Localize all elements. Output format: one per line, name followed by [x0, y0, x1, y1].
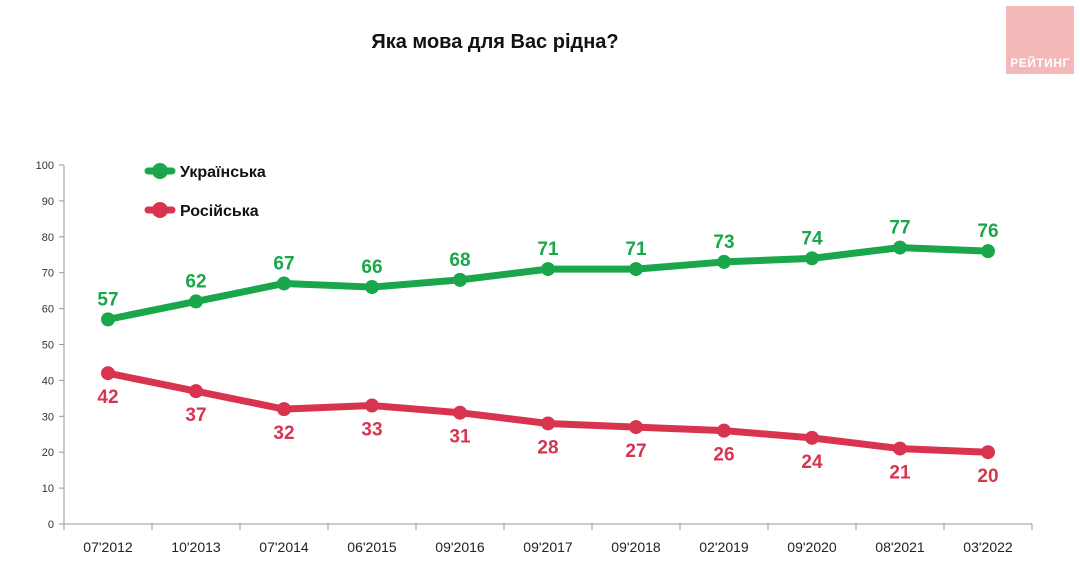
data-point [101, 366, 115, 381]
data-point [805, 251, 819, 266]
data-labels-layer: 57 62 67 66 68 71 71 73 74 77 76 42 37 32 33 31 28 27 26 24… [97, 218, 998, 488]
x-tick-label: 09'2016 [435, 539, 485, 555]
x-axis-ticks: 07'2012 10'2013 07'2014 06'2015 09'2016 09'20… [63, 524, 1033, 555]
x-tick-label: 02'2019 [699, 539, 749, 555]
data-label: 26 [713, 445, 734, 466]
data-point [365, 280, 379, 295]
x-tick-label: 03'2022 [963, 539, 1013, 555]
logo-text: РЕЙТИНГ [1010, 55, 1070, 70]
data-point [541, 416, 555, 431]
x-tick-label: 09'2017 [523, 539, 573, 555]
logo-background [1006, 6, 1074, 74]
data-point [893, 441, 907, 456]
y-tick-label: 80 [42, 232, 54, 244]
data-label: 28 [537, 437, 558, 458]
data-point [981, 445, 995, 460]
legend-marker [152, 163, 168, 179]
y-tick-label: 60 [42, 304, 54, 316]
data-label: 31 [449, 427, 471, 448]
x-tick-label: 07'2012 [83, 539, 133, 555]
data-point [101, 312, 115, 327]
chart-title: Яка мова для Вас рідна? [371, 31, 618, 53]
y-tick-label: 90 [42, 196, 54, 208]
data-point [717, 423, 731, 438]
data-label: 67 [273, 253, 294, 274]
legend-label: Російська [180, 203, 259, 220]
data-label: 73 [713, 232, 734, 253]
y-tick-label: 40 [42, 375, 54, 387]
data-point [277, 402, 291, 417]
legend: Українська Російська [144, 163, 266, 220]
x-tick-label: 09'2020 [787, 539, 837, 555]
data-point [629, 262, 643, 277]
data-point [453, 405, 467, 420]
legend-label: Українська [180, 164, 266, 181]
data-label: 77 [889, 218, 910, 239]
x-tick-label: 06'2015 [347, 539, 397, 555]
data-point [453, 272, 467, 287]
data-label: 33 [361, 420, 382, 441]
y-tick-label: 30 [42, 411, 54, 423]
y-tick-label: 20 [42, 447, 54, 459]
data-point [981, 244, 995, 259]
rating-logo: РЕЙТИНГ [1006, 6, 1074, 74]
data-label: 68 [449, 250, 470, 271]
data-label: 76 [977, 221, 998, 242]
data-point [717, 254, 731, 269]
data-label: 57 [97, 289, 118, 310]
y-tick-label: 70 [42, 268, 54, 280]
data-point [893, 240, 907, 255]
data-label: 21 [889, 463, 911, 484]
x-tick-label: 09'2018 [611, 539, 661, 555]
y-tick-label: 100 [36, 160, 54, 172]
data-label: 20 [977, 466, 998, 487]
data-point [277, 276, 291, 291]
y-axis-ticks: 0 10 20 30 40 50 60 70 80 90 100 [36, 160, 64, 531]
series-layer [101, 240, 995, 460]
data-point [629, 420, 643, 435]
data-label: 71 [625, 239, 647, 260]
data-point [189, 384, 203, 399]
legend-marker [152, 202, 168, 218]
data-point [541, 262, 555, 277]
y-tick-label: 50 [42, 340, 54, 352]
data-label: 71 [537, 239, 559, 260]
x-tick-label: 10'2013 [171, 539, 221, 555]
data-label: 37 [185, 405, 206, 426]
data-point [365, 398, 379, 413]
data-label: 42 [97, 387, 118, 408]
data-label: 27 [625, 441, 646, 462]
data-point [805, 430, 819, 445]
data-label: 24 [801, 452, 823, 473]
data-point [189, 294, 203, 309]
y-tick-label: 0 [48, 519, 54, 531]
data-label: 62 [185, 271, 206, 292]
data-label: 66 [361, 257, 382, 278]
x-tick-label: 07'2014 [259, 539, 309, 555]
data-label: 32 [273, 423, 294, 444]
x-tick-label: 08'2021 [875, 539, 925, 555]
y-tick-label: 10 [42, 483, 54, 495]
data-label: 74 [801, 228, 823, 249]
